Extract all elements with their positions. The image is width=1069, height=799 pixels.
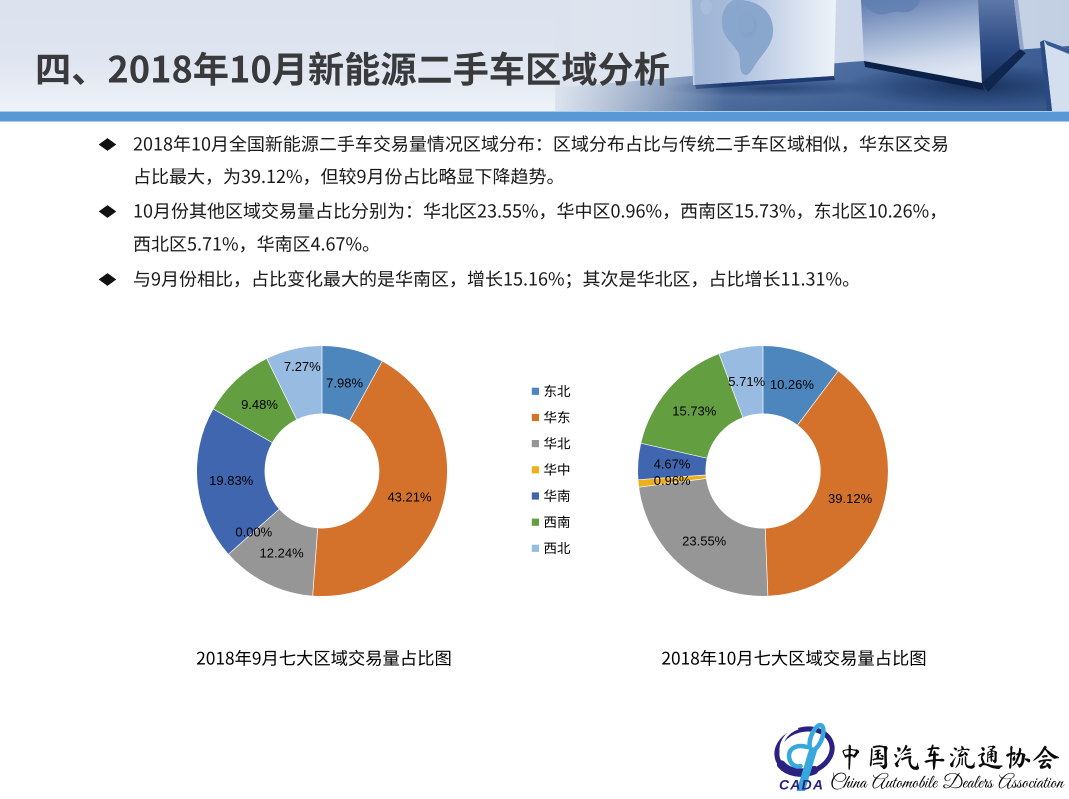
svg-text:9.48%: 9.48% — [241, 397, 278, 412]
svg-text:19.83%: 19.83% — [209, 473, 254, 488]
svg-text:7.27%: 7.27% — [284, 359, 321, 374]
svg-text:12.24%: 12.24% — [260, 546, 305, 561]
svg-text:7.98%: 7.98% — [326, 375, 363, 390]
svg-text:0.96%: 0.96% — [654, 473, 691, 488]
svg-text:5.71%: 5.71% — [728, 374, 765, 389]
svg-text:23.55%: 23.55% — [682, 533, 727, 548]
svg-text:0.00%: 0.00% — [235, 524, 272, 539]
svg-text:CADA: CADA — [779, 777, 824, 793]
svg-text:15.73%: 15.73% — [672, 404, 717, 419]
svg-text:39.12%: 39.12% — [828, 491, 873, 506]
svg-text:4.67%: 4.67% — [654, 457, 691, 472]
svg-text:10.26%: 10.26% — [770, 377, 815, 392]
svg-text:43.21%: 43.21% — [387, 490, 432, 505]
